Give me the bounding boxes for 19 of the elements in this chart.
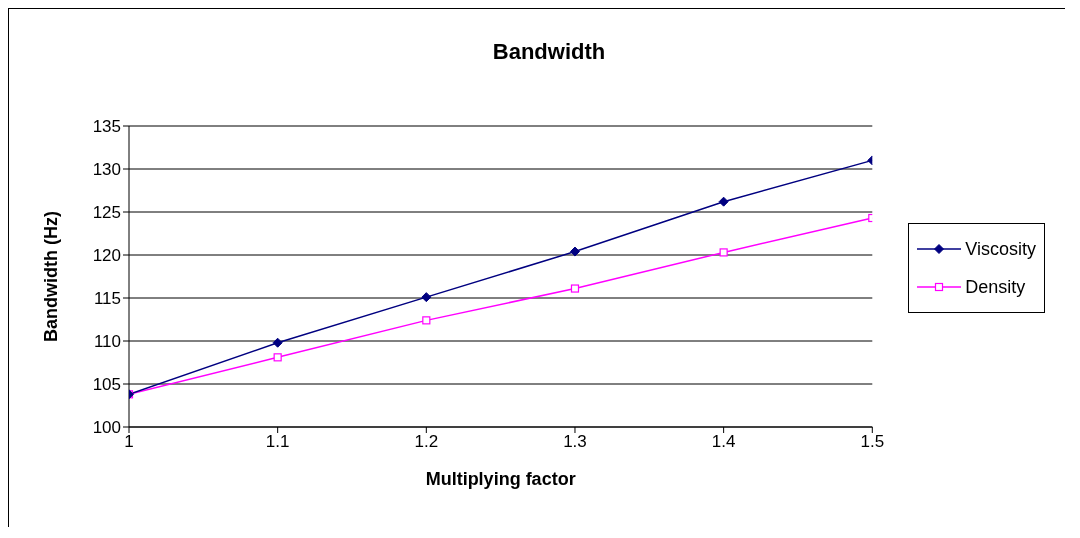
y-axis-title: Bandwidth (Hz): [41, 211, 62, 342]
y-tick-label: 120: [92, 246, 121, 266]
x-axis-title: Multiplying factor: [425, 469, 576, 489]
y-tick-label: 110: [93, 332, 121, 352]
y-tick-label: 125: [92, 203, 121, 223]
y-tick-label: 135: [92, 117, 121, 137]
y-tick-label: 105: [92, 375, 121, 395]
chart-title: Bandwidth: [492, 39, 606, 64]
x-tick-label: 1.5: [860, 432, 885, 452]
x-tick-label: 1: [124, 432, 134, 452]
legend-label: Density: [965, 276, 1026, 298]
x-tick-label: 1.1: [265, 432, 290, 452]
x-tick-label: 1.4: [711, 432, 736, 452]
y-tick-label: 100: [92, 418, 121, 438]
y-tick-label: 115: [93, 289, 121, 309]
legend-label: Viscosity: [965, 238, 1036, 260]
y-tick-label: 130: [92, 160, 121, 180]
x-tick-label: 1.2: [414, 432, 439, 452]
x-tick-label: 1.3: [563, 432, 587, 452]
